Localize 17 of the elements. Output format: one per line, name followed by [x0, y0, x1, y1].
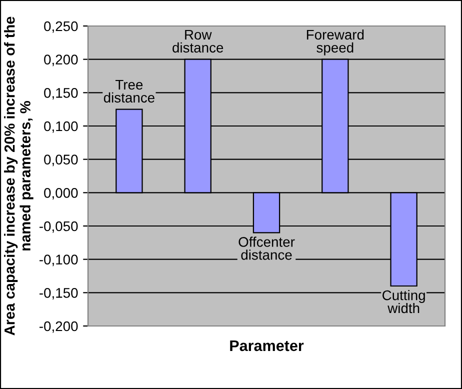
x-tick-label: Foreward speed [306, 29, 364, 56]
y-tick-label: 0,050 [44, 154, 78, 166]
x-tick-label: Cutting width [382, 290, 425, 314]
y-tick-label: 0,250 [44, 21, 78, 33]
x-tick-label: Tree distance [104, 80, 154, 103]
x-axis-title: Parameter [230, 340, 304, 352]
y-tick-label: -0,050 [40, 221, 78, 233]
y-axis-title: Area capacity increase by 20% increase of the named parameters, % [4, 16, 34, 336]
y-tick-label: 0,200 [44, 54, 78, 66]
y-tick-label: -0,200 [40, 321, 78, 333]
y-tick-label: 0,150 [44, 88, 78, 100]
x-tick-label: Offcenter distance [238, 236, 295, 260]
y-tick-label: -0,100 [40, 254, 78, 266]
y-tick-label: -0,150 [40, 288, 78, 300]
y-tick-label: 0,100 [44, 121, 78, 133]
x-tick-label: Row distance [172, 30, 224, 53]
y-tick-label: 0,000 [44, 188, 78, 200]
